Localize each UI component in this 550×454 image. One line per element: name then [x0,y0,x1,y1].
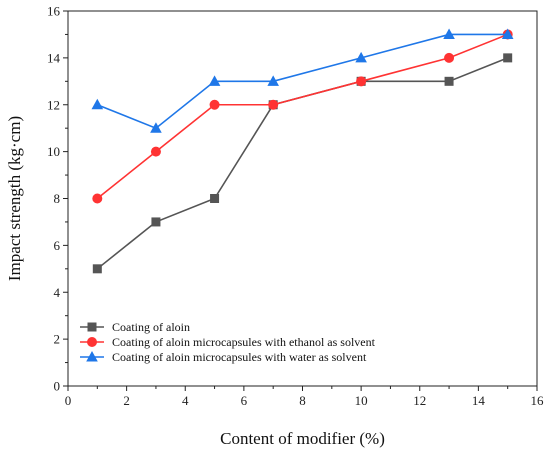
x-tick-label: 14 [472,393,486,408]
legend-item: Coating of aloin microcapsules with wate… [80,350,367,364]
data-point [91,98,104,110]
y-tick-label: 10 [47,144,60,159]
y-tick-label: 12 [47,97,60,112]
x-tick-label: 2 [123,393,130,408]
x-tick-label: 0 [65,393,72,408]
x-axis-title: Content of modifier (%) [220,429,385,448]
data-point [209,99,220,110]
legend-label: Coating of aloin microcapsules with wate… [112,350,367,364]
x-tick-label: 4 [182,393,189,408]
series-line [96,57,508,270]
data-point [444,76,454,86]
data-point [501,28,514,39]
data-point [150,122,162,133]
x-tick-label: 8 [299,393,306,408]
data-point [443,28,455,39]
y-tick-label: 16 [47,4,61,19]
legend-marker [86,351,98,362]
x-tick-label: 6 [241,393,248,408]
legend-item: Coating of aloin [80,320,190,334]
y-tick-label: 0 [54,379,61,394]
data-point [503,53,513,63]
axes-layer: 0 2 4 6 8 10 12 14 16 0 2 4 6 8 10 12 14 16 [47,4,544,409]
series-3 [91,28,514,133]
data-point [356,76,367,87]
legend-label: Coating of aloin [112,320,190,334]
x-tick-label: 12 [413,393,426,408]
data-point [355,51,367,63]
data-point [151,217,161,227]
legend-label: Coating of aloin microcapsules with etha… [112,335,376,349]
data-point [92,193,103,204]
series-1 [92,53,513,274]
y-axis-title: Impact strength (kg·cm) [5,116,24,281]
y-tick-label: 14 [47,50,61,65]
data-point [267,75,279,86]
y-tick-label: 4 [54,285,61,300]
data-point [268,99,279,110]
series-layer [91,28,514,274]
x-tick-label: 10 [355,393,368,408]
legend-marker [87,337,97,347]
y-tick-label: 2 [54,332,61,347]
x-tick-label: 16 [531,393,545,408]
data-point [210,194,220,203]
legend-item: Coating of aloin microcapsules with etha… [80,335,376,349]
data-point [92,264,102,274]
y-tick-label: 8 [54,191,61,206]
legend-marker [87,322,97,332]
series-2 [92,29,513,204]
data-point [444,52,455,63]
y-tick-label: 6 [54,238,61,253]
data-point [208,75,221,86]
data-point [150,146,161,157]
